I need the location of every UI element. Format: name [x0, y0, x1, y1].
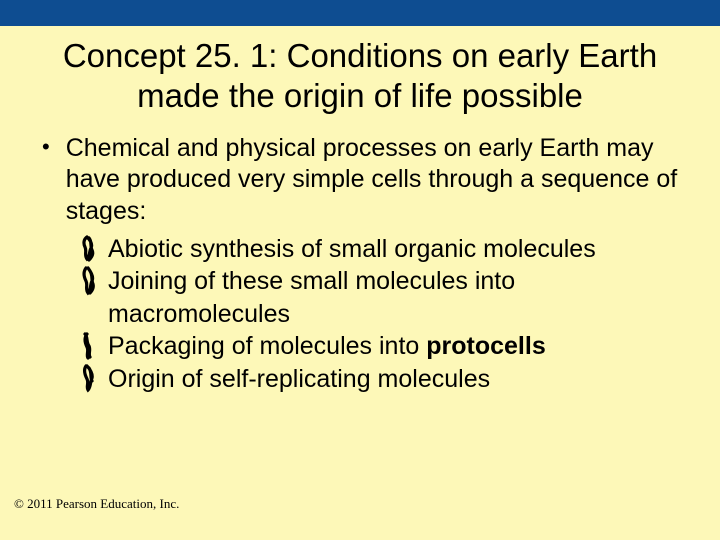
copyright-text: © 2011 Pearson Education, Inc. — [14, 496, 179, 512]
slide-title: Concept 25. 1: Conditions on early Earth… — [0, 26, 720, 133]
sub-item-pre: Packaging of molecules into — [108, 332, 426, 360]
sub-item-bold: protocells — [426, 332, 545, 360]
list-item: Abiotic synthesis of small organic molec… — [100, 233, 684, 266]
main-bullet-text: Chemical and physical processes on early… — [66, 133, 684, 227]
scribble-icon — [78, 235, 100, 263]
content-area: • Chemical and physical processes on ear… — [0, 133, 720, 395]
sub-item-text: Abiotic synthesis of small organic molec… — [100, 233, 596, 266]
sub-list: Abiotic synthesis of small organic molec… — [36, 233, 684, 396]
list-item: Joining of these small molecules into ma… — [100, 265, 684, 330]
sub-item-text: Origin of self-replicating molecules — [100, 363, 490, 396]
scribble-icon — [78, 365, 100, 393]
slide: Concept 25. 1: Conditions on early Earth… — [0, 0, 720, 540]
scribble-icon — [78, 332, 100, 360]
sub-item-text: Joining of these small molecules into ma… — [100, 265, 684, 330]
sub-item-text: Packaging of molecules into protocells — [100, 330, 546, 363]
scribble-icon — [78, 267, 100, 295]
main-bullet: • Chemical and physical processes on ear… — [36, 133, 684, 227]
list-item: Origin of self-replicating molecules — [100, 363, 684, 396]
bullet-dot: • — [36, 133, 66, 162]
list-item: Packaging of molecules into protocells — [100, 330, 684, 363]
top-bar — [0, 0, 720, 26]
